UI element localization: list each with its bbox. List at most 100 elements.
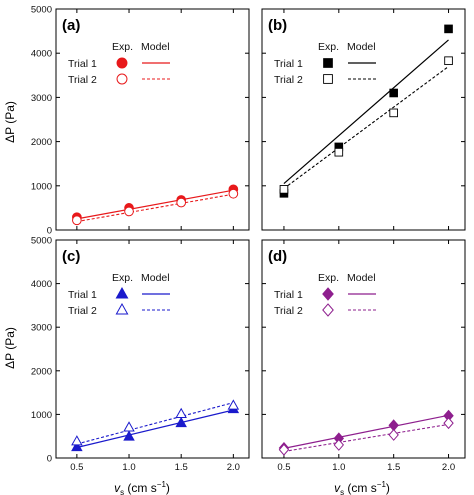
- legend-marker-trial2: [323, 74, 333, 84]
- x-tick-label: 1.0: [332, 462, 345, 473]
- data-point-trial2: [72, 215, 82, 226]
- panel-label: (b): [268, 17, 287, 34]
- model-line-trial2: [76, 193, 234, 223]
- x-axis-label-exp: −1: [157, 480, 167, 489]
- legend-marker-trial1: [323, 58, 333, 68]
- x-axis-label-unit: (cm s: [344, 481, 377, 495]
- y-tick-label: 2000: [31, 137, 52, 148]
- x-axis-label-sub: s: [120, 488, 124, 495]
- x-axis-label-left: vs (cm s−1): [114, 480, 170, 495]
- data-point-trial2: [227, 399, 240, 410]
- data-point-trial1: [389, 88, 398, 98]
- legend: Exp. Model Trial 1 Trial 2: [68, 272, 170, 317]
- model-line-trial1: [283, 414, 449, 449]
- model-line-trial2: [283, 423, 449, 453]
- model-line-trial1: [76, 189, 234, 220]
- legend-header-exp: Exp.: [112, 272, 133, 284]
- data-point-trial2: [334, 147, 344, 157]
- model-line-trial2: [283, 66, 449, 189]
- panel-d: 0.5 1.0 1.5 2.0 (d) Exp. Model Trial 1 Trial 2: [261, 239, 466, 473]
- legend-marker-trial1: [322, 287, 334, 301]
- legend-header-exp: Exp.: [318, 41, 339, 53]
- legend-marker-trial1: [115, 286, 129, 299]
- x-axis-label-close: ): [166, 481, 170, 495]
- data-point-trial2: [443, 417, 454, 430]
- y-tick-label: 5000: [31, 5, 52, 16]
- panel-a: 0 1000 2000 3000 4000 5000 (a) Exp. Model Trial 1…: [31, 5, 250, 237]
- legend-marker-trial1: [116, 57, 128, 69]
- panel-label: (d): [268, 248, 287, 265]
- legend: Exp. Model Trial 1 Trial 2: [68, 41, 170, 86]
- plot-frame: [261, 239, 466, 459]
- data-point-trial2: [279, 185, 289, 194]
- panel-label: (c): [62, 248, 80, 265]
- data-point-trial2: [389, 108, 398, 118]
- data-point-trial2: [124, 206, 134, 217]
- x-tick-label: 0.5: [70, 462, 83, 473]
- y-axis-label-top: ΔP (Pa): [3, 101, 17, 143]
- x-tick-label: 1.0: [122, 462, 135, 473]
- y-tick-label: 3000: [31, 323, 52, 334]
- model-line-trial2: [76, 402, 234, 445]
- data-point-trial2: [71, 435, 83, 446]
- data-point-trial2: [388, 428, 399, 441]
- data-point-trial2: [175, 407, 187, 418]
- legend-marker-trial2: [115, 302, 129, 315]
- y-tick-label: 1000: [31, 181, 52, 192]
- x-axis-label-exp: −1: [377, 480, 387, 489]
- x-axis-label-sub: s: [340, 488, 344, 495]
- data-point-trial1: [71, 440, 83, 452]
- y-tick-label: 0: [47, 454, 52, 465]
- legend-label-trial2: Trial 2: [274, 305, 303, 317]
- y-tick-label: 4000: [31, 49, 52, 60]
- legend-marker-trial2: [322, 303, 334, 317]
- panels-container: 0 1000 2000 3000 4000 5000 (a) Exp. Model Trial 1…: [31, 5, 466, 473]
- y-tick-label: 1000: [31, 410, 52, 421]
- plot-frame: [261, 8, 466, 231]
- legend-label-trial2: Trial 2: [68, 74, 97, 86]
- y-tick-label: 5000: [31, 236, 52, 247]
- panel-label: (a): [62, 17, 80, 34]
- x-axis-label-right: vs (cm s−1): [334, 480, 390, 495]
- x-axis-label-main: v: [114, 481, 121, 495]
- legend-header-model: Model: [347, 41, 376, 53]
- legend-label-trial2: Trial 2: [68, 305, 97, 317]
- x-tick-label: 1.5: [175, 462, 188, 473]
- legend-label-trial2: Trial 2: [274, 74, 303, 86]
- y-tick-label: 0: [47, 226, 52, 237]
- x-axis-label-unit: (cm s: [124, 481, 157, 495]
- legend: Exp. Model Trial 1 Trial 2: [274, 272, 376, 317]
- legend-label-trial1: Trial 1: [68, 289, 97, 301]
- data-point-trial2: [444, 56, 453, 66]
- legend: Exp. Model Trial 1 Trial 2: [274, 41, 376, 86]
- panel-c: 0 1000 2000 3000 4000 5000 0.5 1.0 1.5 2.0 (c) Exp.…: [31, 236, 250, 473]
- legend-header-model: Model: [347, 272, 376, 284]
- legend-header-exp: Exp.: [112, 41, 133, 53]
- data-point-trial2: [123, 421, 135, 432]
- data-point-trial1: [175, 416, 187, 428]
- legend-label-trial1: Trial 1: [274, 289, 303, 301]
- y-tick-label: 4000: [31, 279, 52, 290]
- legend-header-exp: Exp.: [318, 272, 339, 284]
- data-point-trial1: [444, 24, 453, 34]
- x-axis-label-close: ): [386, 481, 390, 495]
- model-line-trial1: [76, 409, 234, 449]
- x-axis-label-main: v: [334, 481, 341, 495]
- x-tick-label: 1.5: [387, 462, 400, 473]
- data-point-trial1: [123, 430, 135, 441]
- legend-header-model: Model: [141, 41, 170, 53]
- legend-header-model: Model: [141, 272, 170, 284]
- y-axis-label-bottom: ΔP (Pa): [3, 327, 17, 369]
- data-point-trial2: [228, 188, 239, 199]
- legend-label-trial1: Trial 1: [68, 58, 97, 70]
- y-tick-label: 3000: [31, 93, 52, 104]
- y-tick-label: 2000: [31, 366, 52, 377]
- data-point-trial2: [176, 197, 187, 208]
- x-tick-label: 2.0: [442, 462, 455, 473]
- data-point-trial2: [278, 443, 290, 456]
- plot-frame: [55, 239, 250, 459]
- legend-marker-trial2: [116, 73, 128, 85]
- x-tick-label: 0.5: [277, 462, 290, 473]
- x-tick-label: 2.0: [227, 462, 240, 473]
